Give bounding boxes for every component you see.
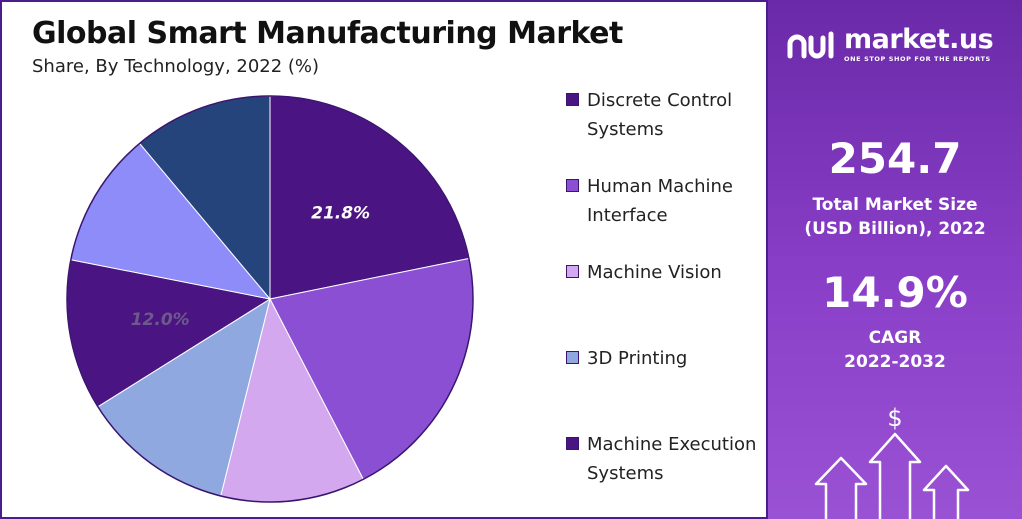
legend-label: Discrete Control Systems xyxy=(587,90,733,140)
legend-label: Human Machine Interface xyxy=(587,176,733,226)
legend-swatch xyxy=(566,437,579,450)
chart-title: Global Smart Manufacturing Market xyxy=(32,16,623,51)
legend-label: 3D Printing xyxy=(587,348,688,369)
brand-tagline: ONE STOP SHOP FOR THE REPORTS xyxy=(844,55,991,63)
brand-name: market.us xyxy=(844,24,994,55)
market-size-label: Total Market Size xyxy=(812,195,978,215)
cagr-label: CAGR xyxy=(868,328,922,348)
legend-swatch xyxy=(566,93,579,106)
market-size-value: 254.7 xyxy=(828,134,962,183)
legend-label: Machine Execution Systems xyxy=(587,434,757,484)
summary-panel: market.us ONE STOP SHOP FOR THE REPORTS … xyxy=(768,0,1022,519)
market-us-logo-icon xyxy=(787,31,834,58)
legend-swatch xyxy=(566,179,579,192)
dollar-icon: $ xyxy=(887,404,902,432)
cagr-value: 14.9% xyxy=(822,268,968,317)
pie-data-label-1: 21.8% xyxy=(311,204,370,224)
pie-data-label-5: 12.0% xyxy=(131,310,190,330)
legend-item-machine-execution-systems: Machine Execution Systems xyxy=(566,430,762,488)
cagr-period: 2022-2032 xyxy=(844,352,946,372)
pie-outline xyxy=(66,95,474,503)
brand: market.us ONE STOP SHOP FOR THE REPORTS xyxy=(786,24,994,63)
legend-item-machine-vision: Machine Vision xyxy=(566,258,762,287)
legend-item-discrete-control-systems: Discrete Control Systems xyxy=(566,86,762,144)
legend-swatch xyxy=(566,265,579,278)
market-size-label-unit: (USD Billion), 2022 xyxy=(804,219,986,239)
legend-swatch xyxy=(566,351,579,364)
pie-chart: 21.8% 12.0% xyxy=(66,95,474,503)
chart-panel: Global Smart Manufacturing Market Share,… xyxy=(0,0,768,519)
chart-subtitle: Share, By Technology, 2022 (%) xyxy=(32,56,320,77)
growth-arrows-icon: $ xyxy=(814,404,970,519)
legend-label: Machine Vision xyxy=(587,262,722,283)
legend-item-3d-printing: 3D Printing xyxy=(566,344,762,373)
legend-item-human-machine-interface: Human Machine Interface xyxy=(566,172,762,230)
